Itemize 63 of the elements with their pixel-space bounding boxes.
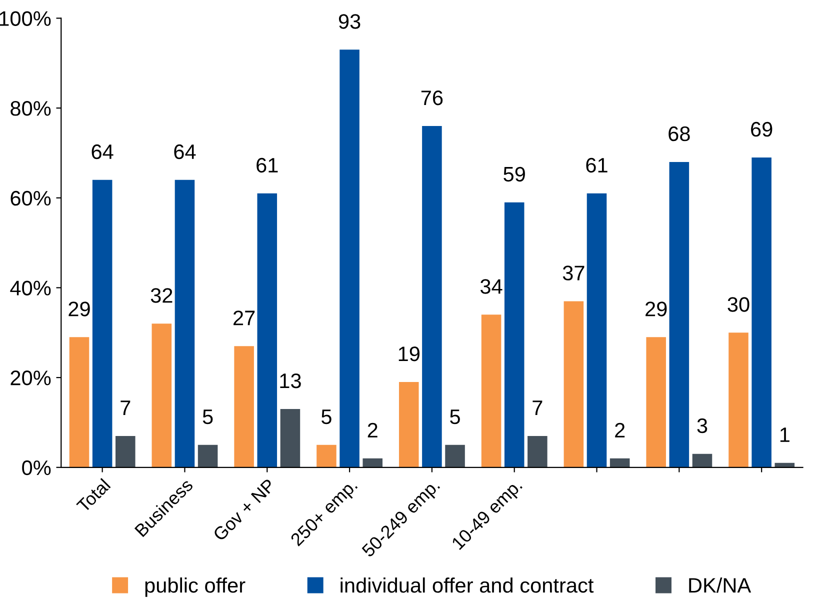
y-tick-label: 100% [0, 11, 51, 26]
bar [610, 458, 630, 468]
bar [669, 162, 690, 468]
x-tick-label: Gov + NP [212, 478, 276, 542]
data-label: 2 [615, 422, 625, 438]
y-tick-label: 0% [22, 460, 51, 476]
y-tick-label: 80% [10, 101, 51, 116]
y-tick-label: 60% [10, 190, 51, 206]
bar [116, 436, 136, 468]
legend-label: public offer [145, 577, 246, 597]
data-label: 13 [280, 373, 301, 388]
data-label: 32 [150, 288, 172, 303]
bar [198, 444, 218, 468]
bar [752, 157, 772, 468]
data-label: 1 [780, 428, 790, 442]
data-label: 7 [532, 400, 542, 415]
y-tick-label: 20% [10, 370, 51, 386]
data-label: 76 [421, 90, 443, 106]
data-label: 5 [202, 410, 213, 424]
legend-label: individual offer and contract [340, 577, 594, 593]
bar [646, 337, 666, 468]
data-label: 59 [504, 166, 525, 182]
data-label: 93 [338, 14, 360, 29]
data-label: 27 [234, 310, 255, 326]
bar [152, 324, 172, 468]
bar [692, 454, 712, 468]
data-label: 5 [322, 410, 332, 424]
bar [340, 50, 360, 468]
data-label: 68 [668, 126, 690, 142]
data-label: 29 [68, 302, 90, 316]
data-label: 37 [562, 266, 584, 280]
data-label: 29 [646, 302, 667, 316]
data-label: 61 [586, 158, 608, 173]
bar [69, 337, 90, 468]
bar [174, 180, 195, 468]
bar [504, 202, 524, 468]
data-label: 64 [174, 144, 196, 160]
data-label: 19 [398, 346, 420, 362]
bar [528, 436, 548, 468]
bar [564, 301, 584, 468]
data-label: 69 [751, 122, 772, 137]
data-label: 3 [697, 418, 708, 434]
bar [481, 314, 502, 468]
bar [445, 444, 465, 468]
data-label: 7 [120, 400, 130, 415]
bar [234, 346, 254, 468]
y-tick-label: 40% [10, 280, 51, 296]
bar [728, 332, 748, 468]
bar [398, 382, 419, 468]
bar [280, 408, 300, 468]
data-label: 2 [368, 422, 378, 438]
data-label: 64 [92, 144, 114, 160]
bar [422, 126, 442, 468]
bar [316, 444, 336, 468]
legend-label: DK/NA [689, 577, 752, 593]
data-label: 61 [256, 158, 278, 173]
data-label: 30 [728, 297, 750, 312]
bar [257, 193, 278, 468]
data-label: 34 [480, 279, 502, 294]
bar [92, 180, 112, 468]
bar [586, 193, 607, 468]
data-label: 5 [450, 410, 460, 424]
bar [362, 458, 383, 468]
